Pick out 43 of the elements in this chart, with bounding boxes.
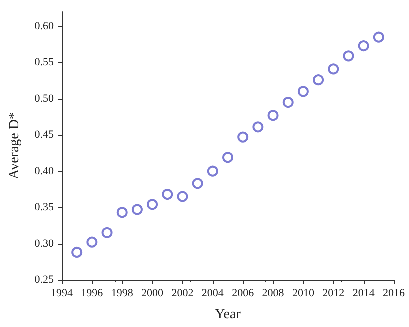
y-tick-label: 0.35	[34, 202, 54, 214]
x-tick-label: 2000	[142, 288, 164, 300]
x-tick-label: 2014	[352, 288, 376, 300]
point	[373, 32, 384, 43]
x-tick-label: 1998	[111, 288, 134, 300]
point	[222, 152, 234, 164]
x-tick-label: 1994	[51, 288, 74, 300]
y-tick-label: 0.30	[34, 238, 54, 250]
x-tick-label: 2016	[383, 288, 406, 300]
y-tick-label: 0.40	[34, 165, 54, 178]
point	[86, 236, 98, 248]
point	[207, 166, 218, 177]
point	[343, 50, 354, 62]
point	[192, 178, 204, 190]
point	[358, 40, 370, 52]
point	[282, 97, 294, 108]
point	[313, 74, 324, 86]
point	[252, 122, 264, 133]
point	[177, 191, 188, 202]
y-tick-label: 0.55	[34, 56, 54, 69]
point	[116, 207, 128, 218]
x-tick-label: 2008	[262, 288, 285, 300]
x-tick-label: 2006	[232, 288, 255, 300]
x-tick-label: 2004	[202, 288, 224, 300]
x-axis-title: Year	[215, 308, 242, 322]
point	[102, 227, 113, 238]
y-tick-label: 0.50	[34, 92, 54, 105]
y-tick-label: 0.45	[34, 129, 54, 142]
x-tick-label: 2012	[322, 288, 345, 300]
x-tick-label: 2002	[172, 288, 194, 300]
point	[268, 110, 279, 122]
point	[147, 199, 158, 210]
y-tick-label: 0.60	[34, 20, 54, 32]
point	[162, 189, 174, 200]
point	[72, 246, 83, 258]
point	[238, 132, 249, 143]
y-axis-title: Average D*	[8, 112, 22, 180]
point	[328, 64, 340, 75]
point	[132, 204, 143, 216]
point	[298, 86, 309, 98]
x-tick-label: 2010	[292, 288, 315, 300]
x-tick-label: 1996	[81, 288, 104, 300]
y-tick-label: 0.25	[34, 274, 54, 286]
